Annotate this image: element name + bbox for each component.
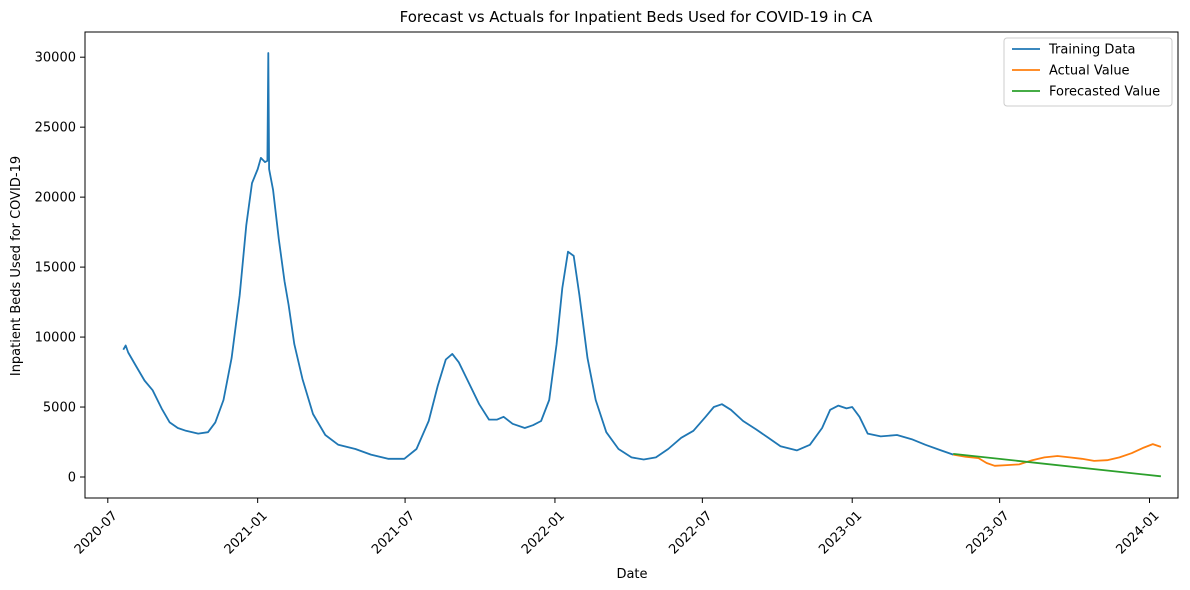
x-tick-label: 2023-07 bbox=[964, 508, 1013, 557]
legend-label: Forecasted Value bbox=[1049, 85, 1160, 100]
x-tick-label: 2021-07 bbox=[369, 508, 418, 557]
series-line-2 bbox=[953, 453, 1161, 478]
x-axis-label: Date bbox=[616, 567, 647, 582]
y-tick-label: 25000 bbox=[35, 121, 76, 136]
plot-area bbox=[84, 31, 1179, 499]
y-tick-label: 10000 bbox=[35, 331, 76, 346]
y-tick-label: 30000 bbox=[35, 51, 76, 66]
legend-label: Training Data bbox=[1048, 43, 1135, 58]
y-axis: 0 5000 10000 15000 20000 25000 30000 bbox=[35, 51, 85, 486]
y-tick-label: 15000 bbox=[35, 261, 76, 276]
series-line-1 bbox=[953, 443, 1162, 467]
y-axis-label: Inpatient Beds Used for COVID-19 bbox=[9, 156, 24, 376]
x-tick-label: 2023-01 bbox=[816, 508, 865, 557]
x-tick-label: 2022-07 bbox=[666, 508, 715, 557]
x-tick-label: 2020-07 bbox=[72, 508, 121, 557]
legend-box bbox=[1003, 37, 1173, 107]
series-line-0 bbox=[122, 52, 954, 461]
x-tick-label: 2024-01 bbox=[1114, 508, 1163, 557]
x-axis: 2020-07 2021-01 2021-07 2022-01 2022-07 2023-… bbox=[72, 498, 1163, 557]
plot-frame bbox=[84, 31, 1179, 499]
legend: Training Data Actual Value Forecasted Valu… bbox=[1003, 37, 1173, 107]
legend-label: Actual Value bbox=[1049, 64, 1130, 79]
y-tick-label: 0 bbox=[68, 471, 76, 486]
y-tick-label: 5000 bbox=[43, 401, 76, 416]
x-tick-label: 2021-01 bbox=[222, 508, 271, 557]
chart-title: Forecast vs Actuals for Inpatient Beds U… bbox=[400, 8, 874, 26]
x-tick-label: 2022-01 bbox=[519, 508, 568, 557]
y-tick-label: 20000 bbox=[35, 191, 76, 206]
